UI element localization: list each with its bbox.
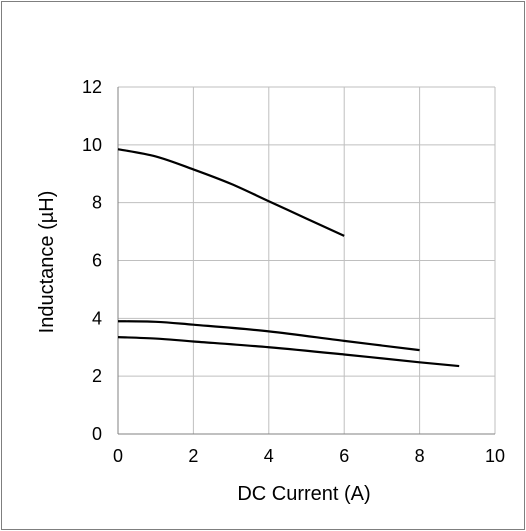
y-tick-label: 2 <box>92 366 102 386</box>
axes <box>117 87 495 435</box>
series-line-1 <box>117 148 345 237</box>
y-tick-label: 12 <box>82 77 102 97</box>
grid <box>117 86 496 435</box>
y-tick-label: 4 <box>92 308 102 328</box>
y-tick-label: 6 <box>92 251 102 271</box>
x-tick-label: 6 <box>339 446 349 466</box>
y-tick-label: 0 <box>92 424 102 444</box>
y-tick-labels: 0 2 4 6 8 10 12 <box>82 77 102 444</box>
series-line-2 <box>117 320 420 352</box>
series-lines <box>117 148 460 368</box>
x-tick-label: 0 <box>113 446 123 466</box>
y-axis-label: Inductance (µH) <box>36 191 58 334</box>
x-tick-label: 8 <box>415 446 425 466</box>
x-axis-label: DC Current (A) <box>237 483 370 505</box>
y-tick-label: 10 <box>82 135 102 155</box>
series-line-3 <box>117 336 460 368</box>
x-tick-labels: 0 2 4 6 8 10 <box>113 446 505 466</box>
y-tick-label: 8 <box>92 193 102 213</box>
x-tick-label: 4 <box>264 446 274 466</box>
x-tick-label: 10 <box>485 446 505 466</box>
x-tick-label: 2 <box>188 446 198 466</box>
